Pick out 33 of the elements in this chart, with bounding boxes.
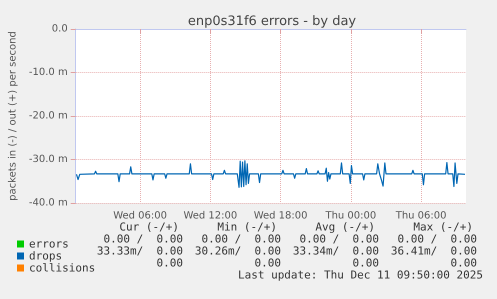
text: 36.41m/ 0.00 <box>390 244 477 258</box>
text: Avg (-/+) <box>315 220 375 234</box>
x-tick-label: Thu 00:00 <box>324 210 376 222</box>
text: 0.00 / 0.00 <box>202 232 281 246</box>
y-tick-label: 0.0 <box>52 24 68 34</box>
text: 0.00 <box>450 256 477 270</box>
y-tick-label: -30.0 m <box>28 154 68 165</box>
x-tick-label: Wed 06:00 <box>113 210 167 222</box>
text: 33.34m/ 0.00 <box>292 244 379 258</box>
y-tick-label: -40.0 m <box>28 198 68 208</box>
y-tick-label: -20.0 m <box>28 110 68 122</box>
text: 0.00 / 0.00 <box>398 232 477 246</box>
x-tick-label: Thu 06:00 <box>394 210 447 222</box>
text: Last update: Thu Dec 11 09:50:00 2025 <box>238 268 483 282</box>
text: Max (-/+) <box>413 220 473 234</box>
text: 0.00 / 0.00 <box>300 232 379 246</box>
text: 0.00 <box>352 256 379 270</box>
text: Cur (-/+) <box>119 220 179 234</box>
chart-title: enp0s31f6 errors - by day <box>188 14 356 29</box>
text: 0.00 <box>156 256 183 270</box>
text: 33.33m/ 0.00 <box>96 244 183 258</box>
legend-label: errors <box>29 238 69 250</box>
x-tick-label: Wed 12:00 <box>183 210 238 222</box>
text: Min (-/+) <box>217 220 277 234</box>
text: 0.00 <box>254 256 281 270</box>
text: 30.26m/ 0.00 <box>194 244 281 258</box>
y-tick-label: -10.0 m <box>28 67 68 78</box>
line-series <box>76 160 466 188</box>
legend-label: collisions <box>29 262 96 274</box>
legend-label: drops <box>29 250 62 262</box>
x-tick-label: Wed 18:00 <box>254 210 308 222</box>
text: 0.00 / 0.00 <box>104 232 183 246</box>
y-axis-title: packets in (-) / out (+) per second <box>8 31 18 201</box>
